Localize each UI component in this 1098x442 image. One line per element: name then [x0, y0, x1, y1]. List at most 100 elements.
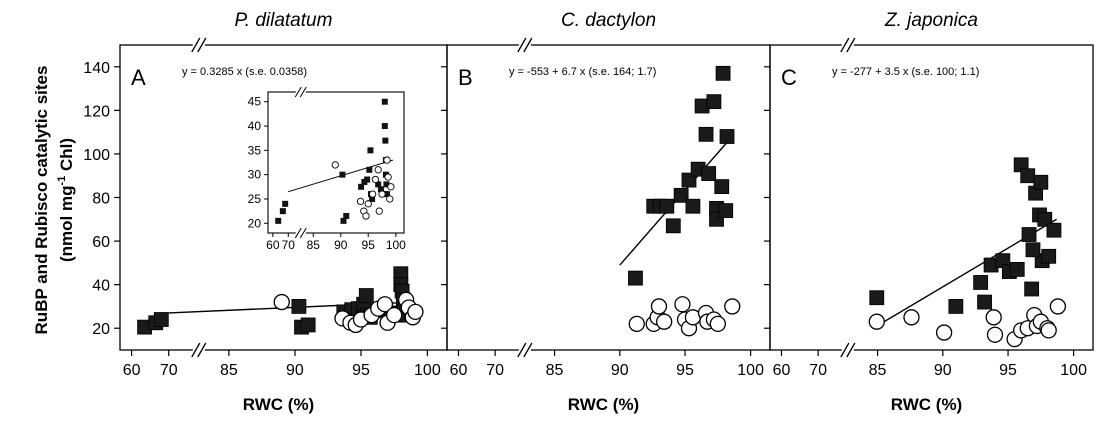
panel-title: P. dilatatum: [235, 10, 333, 31]
x-tick-label: 100: [1060, 362, 1087, 379]
inset-y-tick-label: 25: [248, 192, 262, 206]
panel-a: P. dilatatum A y = 0.3285 x (s.e. 0.0358) 6…: [83, 10, 448, 414]
x-tick-label: 60: [123, 362, 141, 379]
rubp-point: [407, 303, 424, 321]
y-tick-label: 40: [92, 278, 110, 295]
y-axis-label-units: (nmol mg-1 Chl): [56, 138, 76, 262]
inset-axis-break-mark: [299, 86, 307, 98]
inset-rubp-point: [356, 197, 365, 206]
inset-rubisco-sites-point: [358, 183, 365, 190]
rubp-point: [724, 298, 741, 315]
axis-break-mark: [191, 342, 201, 358]
rubisco-sites-point: [665, 218, 681, 234]
y-tick-label: 80: [92, 191, 110, 208]
inset-rubisco-sites-point: [369, 195, 376, 202]
rubisco-sites-point: [673, 187, 689, 203]
x-tick-label: 70: [486, 362, 504, 379]
panel-b: C. dactylon B y = -553 + 6.7 x (s.e. 164; …: [441, 10, 771, 414]
x-axis-label: RWC (%): [568, 395, 639, 414]
y-tick-label: 100: [83, 147, 110, 164]
x-axis-label: RWC (%): [243, 395, 314, 414]
inset-rubisco-sites-point: [381, 123, 388, 130]
x-tick-label: 70: [160, 362, 178, 379]
y-tick-label: 60: [92, 234, 110, 251]
x-tick-label: 100: [414, 362, 441, 379]
inset-rubisco-sites-point: [375, 181, 382, 188]
inset-x-tick-label: 70: [282, 238, 296, 252]
rubp-point: [985, 309, 1002, 326]
x-tick-label: 90: [611, 362, 629, 379]
rubp-point: [986, 326, 1004, 343]
y-tick-label: 20: [92, 321, 110, 338]
panel-letter: B: [458, 65, 473, 90]
inset-axis-break-mark: [299, 227, 307, 239]
inset-rubisco-sites-point: [367, 147, 374, 154]
panel-title: C. dactylon: [561, 10, 656, 31]
rubisco-sites-point: [719, 129, 735, 144]
x-tick-label: 70: [809, 362, 827, 379]
x-tick-label: 95: [999, 362, 1017, 379]
inset-rubp-point: [375, 207, 383, 215]
axis-break-mark: [840, 37, 850, 53]
rubp-point: [656, 313, 673, 330]
inset-rubisco-sites-point: [275, 217, 282, 224]
rubisco-sites-point: [358, 288, 374, 303]
fit-equation: y = -277 + 3.5 x (s.e. 100; 1.1): [832, 66, 979, 78]
inset-axis-break-gap: [295, 90, 306, 94]
rubp-point: [650, 298, 668, 315]
inset-rubp-point: [387, 183, 395, 191]
rubp-point: [935, 324, 953, 341]
axis-break-mark: [840, 342, 850, 358]
panel-c: Z. japonica C y = -277 + 3.5 x (s.e. 100; …: [764, 10, 1094, 414]
inset-rubp-point: [378, 190, 386, 198]
inset-rubp-point: [331, 161, 339, 169]
inset-axis-break-mark: [294, 86, 302, 98]
rubp-point: [903, 309, 920, 326]
axis-break-mark: [523, 342, 533, 358]
rubisco-sites-point: [1046, 222, 1062, 238]
plot-frame: [446, 44, 771, 351]
fit-equation: y = 0.3285 x (s.e. 0.0358): [182, 66, 307, 78]
rubp-point: [1040, 322, 1057, 339]
x-axis-label: RWC (%): [891, 395, 962, 414]
rubisco-sites-point: [973, 275, 989, 290]
axis-break-mark: [846, 37, 856, 53]
inset-y-tick-label: 30: [248, 168, 262, 182]
y-tick-label: 140: [83, 60, 110, 77]
axis-break-gap: [841, 348, 854, 352]
rubp-point: [273, 293, 290, 311]
inset-rubp-point: [374, 166, 382, 174]
inset-rubisco-sites-point: [340, 217, 347, 224]
y-axis-label: RuBP and Rubisco catalytic sites: [32, 66, 51, 335]
x-tick-label: 85: [546, 362, 564, 379]
rubp-point: [376, 296, 394, 313]
inset-x-tick-label: 90: [334, 238, 348, 252]
inset-rubisco-sites-point: [366, 166, 373, 173]
rubisco-sites-point: [291, 299, 307, 314]
inset-rubisco-sites-point: [279, 208, 286, 215]
axis-break-gap: [518, 43, 531, 47]
x-tick-label: 60: [773, 362, 791, 379]
x-tick-label: 85: [220, 362, 238, 379]
rubisco-sites-point: [1024, 281, 1040, 297]
inset-rubisco-sites-point: [381, 98, 388, 105]
inset-axis-break-gap: [295, 231, 306, 235]
inset-rubisco-sites-point: [382, 137, 389, 144]
rubisco-sites-point: [628, 270, 643, 286]
rubisco-sites-point: [977, 294, 992, 310]
inset-rubisco-sites-point: [384, 191, 391, 198]
rubisco-sites-point: [718, 203, 734, 218]
rubp-point: [628, 315, 645, 333]
axis-break-gap: [841, 43, 854, 47]
rubisco-sites-point: [706, 94, 722, 110]
rubisco-sites-point: [1033, 174, 1049, 190]
inset: 60 70 85 90 95 100 20 25 30 35 40 45: [248, 86, 406, 252]
rubisco-sites-point: [698, 126, 714, 142]
inset-y-tick-label: 20: [248, 216, 262, 230]
x-tick-label: 60: [450, 362, 468, 379]
x-tick-label: 95: [352, 362, 370, 379]
axis-break-mark: [517, 342, 527, 358]
axis-break-mark: [197, 342, 207, 358]
axis-break-gap: [192, 348, 205, 352]
rubisco-sites-point: [701, 166, 717, 181]
